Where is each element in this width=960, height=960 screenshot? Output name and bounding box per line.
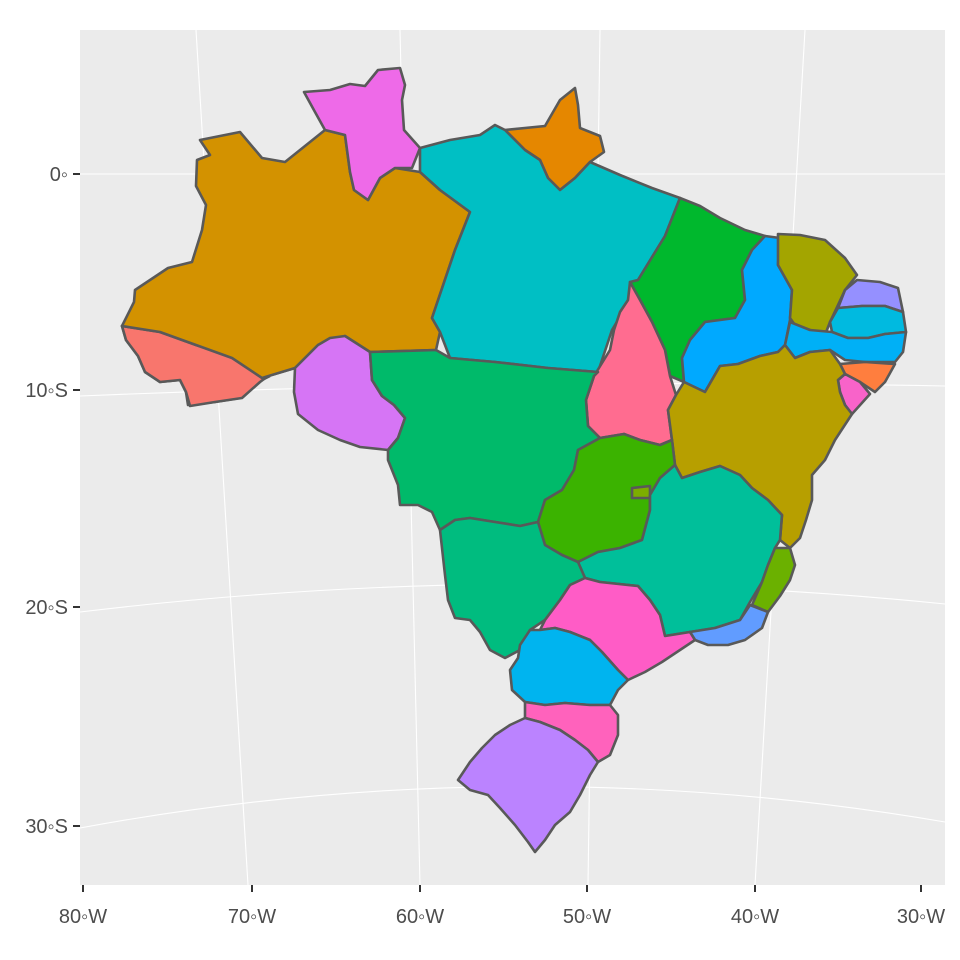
x-axis: 80◦W 70◦W 60◦W 50◦W 40◦W 30◦W	[59, 885, 945, 928]
y-axis: 0◦ 10◦S 20◦S 30◦S	[25, 164, 80, 838]
x-tick-label: 80◦W	[59, 906, 107, 928]
y-tick-label: 10◦S	[25, 380, 68, 402]
states-layer	[120, 66, 908, 854]
state-rio-grande-do-sul[interactable]	[456, 716, 600, 854]
x-tick-label: 30◦W	[897, 906, 945, 928]
y-tick-label: 20◦S	[25, 597, 68, 619]
state-rio-de-janeiro[interactable]	[688, 603, 770, 647]
x-tick-label: 60◦W	[396, 906, 444, 928]
state-sao-paulo[interactable]	[538, 576, 697, 682]
x-tick-label: 40◦W	[731, 906, 779, 928]
y-tick-label: 30◦S	[25, 816, 68, 838]
state-espirito-santo[interactable]	[750, 546, 797, 614]
x-tick-label: 70◦W	[228, 906, 276, 928]
x-tick-label: 50◦W	[563, 906, 611, 928]
state-roraima[interactable]	[302, 66, 422, 202]
y-tick-label: 0◦	[50, 164, 68, 186]
state-distrito-federal[interactable]	[630, 484, 652, 500]
